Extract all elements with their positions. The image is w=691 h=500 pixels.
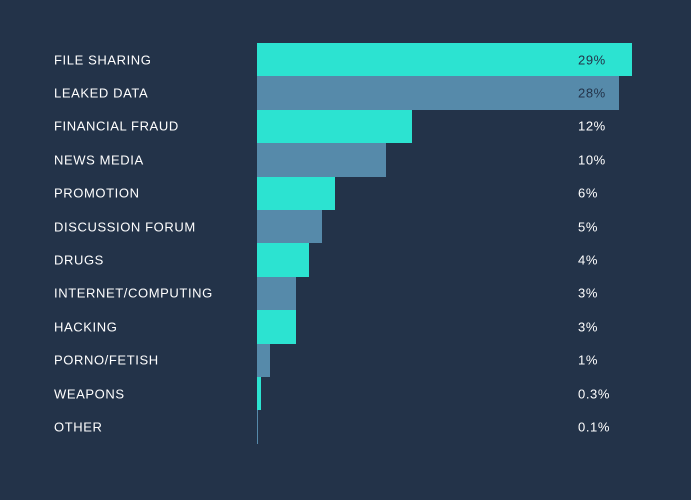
bar	[257, 76, 620, 110]
bar	[257, 43, 632, 77]
bar	[257, 176, 335, 210]
chart-row: INTERNET/COMPUTING 3%	[0, 276, 691, 311]
chart-row: LEAKED DATA 28%	[0, 76, 691, 110]
value-label: 29%	[578, 52, 606, 68]
chart-row: FINANCIAL FRAUD 12%	[0, 109, 691, 144]
chart-row: NEWS MEDIA 10%	[0, 143, 691, 177]
value-label: 28%	[578, 85, 606, 101]
value-label: 0.3%	[578, 386, 611, 402]
bar	[257, 143, 387, 177]
category-label: OTHER	[54, 419, 103, 435]
value-label: 12%	[578, 118, 606, 134]
value-label: 5%	[578, 219, 598, 235]
bar	[257, 410, 259, 444]
category-label: DISCUSSION FORUM	[54, 219, 196, 235]
value-label: 0.1%	[578, 419, 611, 435]
bar	[257, 276, 296, 311]
chart-row: WEAPONS 0.3%	[0, 376, 691, 411]
bar	[257, 310, 296, 344]
category-label: DRUGS	[54, 252, 104, 268]
category-label: FINANCIAL FRAUD	[54, 118, 179, 134]
chart-row: DISCUSSION FORUM 5%	[0, 209, 691, 244]
category-label: PROMOTION	[54, 185, 140, 201]
category-label: LEAKED DATA	[54, 85, 149, 101]
chart-row: FILE SHARING 29%	[0, 43, 691, 77]
chart-row: HACKING 3%	[0, 310, 691, 344]
value-label: 6%	[578, 185, 598, 201]
chart-row: DRUGS 4%	[0, 243, 691, 277]
bar	[257, 209, 322, 244]
chart-row: OTHER 0.1%	[0, 410, 691, 444]
bar	[257, 376, 261, 411]
category-label: PORNO/FETISH	[54, 352, 159, 368]
value-label: 3%	[578, 319, 598, 335]
chart-row: PROMOTION 6%	[0, 176, 691, 210]
value-label: 10%	[578, 152, 606, 168]
value-label: 4%	[578, 252, 598, 268]
category-label: INTERNET/COMPUTING	[54, 285, 213, 301]
category-label: WEAPONS	[54, 386, 125, 402]
bar	[257, 243, 309, 277]
category-label: HACKING	[54, 319, 118, 335]
bar	[257, 343, 270, 377]
bar	[257, 109, 413, 144]
value-label: 3%	[578, 285, 598, 301]
chart-row: PORNO/FETISH 1%	[0, 343, 691, 377]
dark-web-content-bar-chart: FILE SHARING 29% LEAKED DATA 28% FINANCIAL F…	[0, 43, 691, 444]
category-label: FILE SHARING	[54, 52, 152, 68]
value-label: 1%	[578, 352, 598, 368]
category-label: NEWS MEDIA	[54, 152, 144, 168]
